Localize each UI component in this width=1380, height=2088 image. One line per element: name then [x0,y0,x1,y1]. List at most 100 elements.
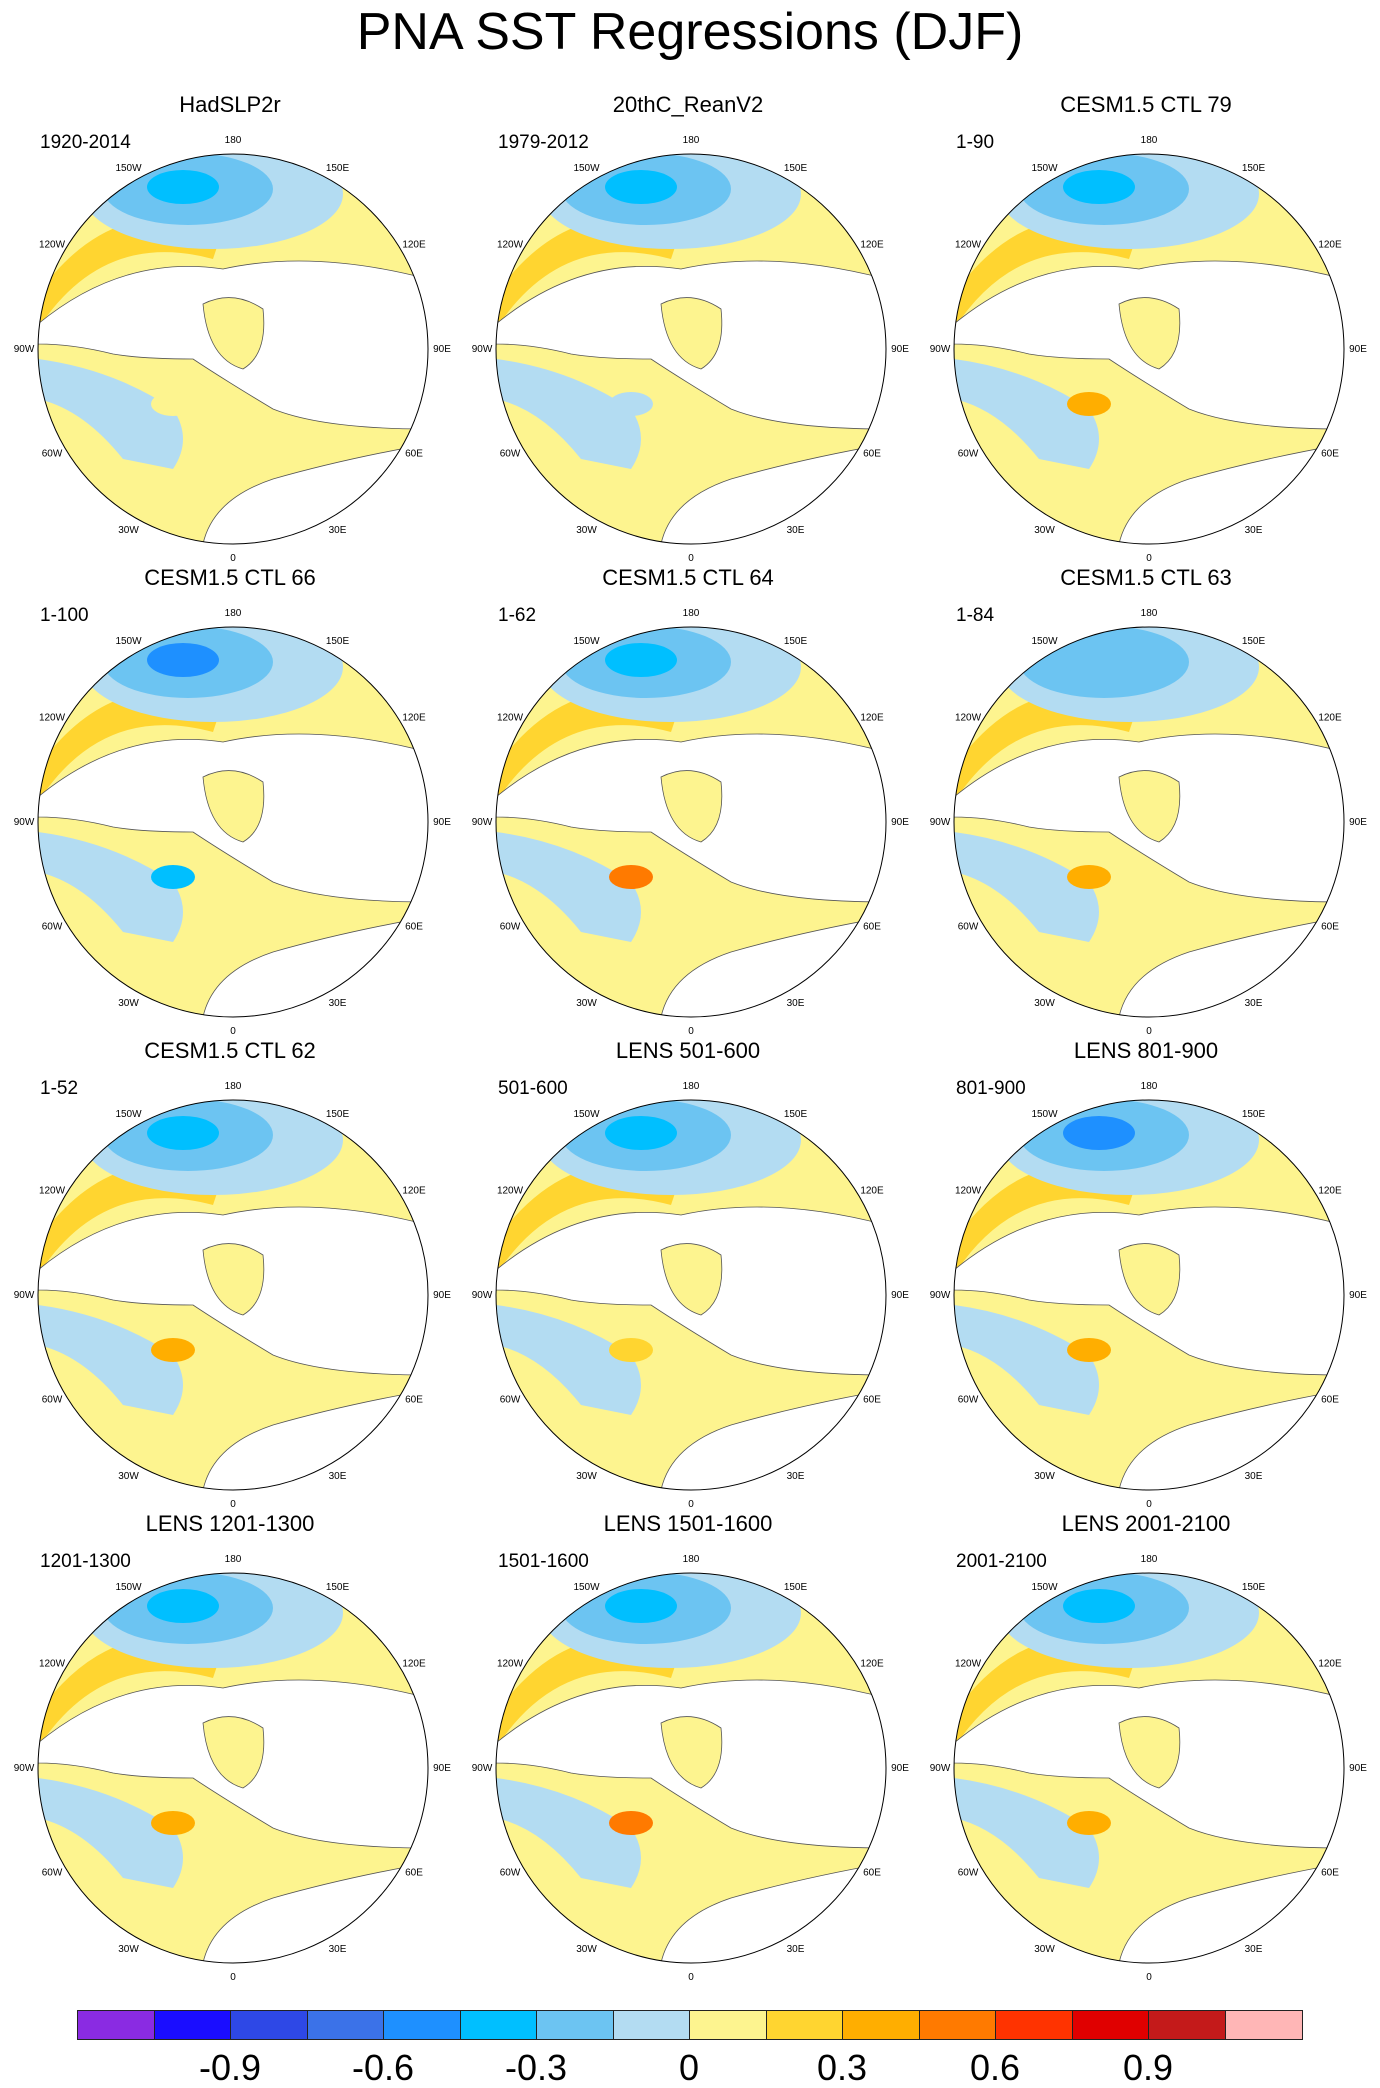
atlantic-cool-band [496,359,641,469]
longitude-label: 60E [405,1395,423,1406]
panel-title: LENS 1201-1300 [145,1511,315,1536]
longitude-label: 120E [402,713,426,724]
colorbar-swatch [77,2010,155,2040]
longitude-label: 120W [497,1659,524,1670]
longitude-label: 180 [683,1554,700,1565]
longitude-label: 30E [329,1944,347,1955]
pacific-anomaly-center [147,1116,219,1150]
pacific-anomaly-center [605,1116,677,1150]
longitude-label: 60E [863,1868,881,1879]
longitude-label: 120E [860,240,884,251]
map-panel: 20thC_ReanV2 1979-2012 180 150E 120E 90E 60E 30… [458,92,918,562]
longitude-label: 150W [573,1109,600,1120]
longitude-label: 30W [1034,1471,1055,1482]
longitude-label: 0 [688,1026,694,1035]
longitude-label: 120E [860,1659,884,1670]
colorbar-swatch [612,2010,691,2040]
arctic-ocean [202,770,265,843]
map-panel: LENS 801-900 801-900 180 150E 120E 90E 60E 30E 0… [916,1038,1376,1508]
colorbar-swatch [689,2010,767,2040]
longitude-label: 150E [326,163,350,174]
longitude-label: 120E [402,1186,426,1197]
panel-period: 1920-2014 [40,132,131,153]
panel-period: 1501-1600 [498,1551,589,1572]
longitude-label: 150W [573,163,600,174]
colorbar-tick-label: 0.9 [1122,2047,1174,2088]
longitude-label: 60W [958,1868,979,1879]
atlantic-cool-band [954,1778,1099,1888]
longitude-label: 90E [433,1290,451,1301]
north-atlantic-anomaly [609,1338,653,1362]
longitude-label: 60E [405,449,423,460]
longitude-label: 90E [891,1290,909,1301]
arctic-ocean [660,770,723,843]
longitude-label: 30E [1245,998,1263,1009]
longitude-label: 150W [1031,1109,1058,1120]
pacific-anomaly-center [1063,1589,1135,1623]
arctic-ocean [202,1243,265,1316]
longitude-label: 30W [118,1944,139,1955]
map-panel: CESM1.5 CTL 64 1-62 180 150E 120E 90E 60E 30E 0 3… [458,565,918,1035]
panel-period: 1-100 [40,605,89,626]
panel-period: 501-600 [498,1078,568,1099]
longitude-label: 150W [115,1582,142,1593]
panel-title: LENS 801-900 [1073,1038,1219,1063]
longitude-label: 120W [39,713,66,724]
panel-title: CESM1.5 CTL 79 [1060,92,1232,117]
longitude-label: 180 [683,608,700,619]
longitude-label: 180 [1141,135,1158,146]
map-border [953,626,1345,1018]
longitude-label: 150E [784,163,808,174]
atlantic-cool-band [38,1778,183,1888]
polar-map: 180 150E 120E 90E 60E 30E 0 30W 60W 90W 120W 150W [930,608,1368,1035]
longitude-label: 60E [1321,1868,1339,1879]
longitude-label: 120W [955,713,982,724]
north-atlantic-anomaly [1067,1811,1111,1835]
panel-title: LENS 501-600 [615,1038,761,1063]
longitude-label: 90W [472,344,493,355]
longitude-label: 90E [891,817,909,828]
colorbar-swatch [230,2010,308,2040]
longitude-label: 30E [329,998,347,1009]
map-border [37,1572,429,1964]
longitude-label: 90E [891,344,909,355]
colorbar-swatch [918,2010,997,2040]
panel-title: LENS 2001-2100 [1061,1511,1231,1536]
longitude-label: 90W [14,817,35,828]
atlantic-cool-band [38,1305,183,1415]
longitude-label: 150E [1242,1109,1266,1120]
longitude-label: 180 [683,135,700,146]
polar-map: 180 150E 120E 90E 60E 30E 0 30W 60W 90W 120W 150W [14,135,452,562]
map-panel: LENS 501-600 501-600 180 150E 120E 90E 60E 30E 0… [458,1038,918,1508]
longitude-label: 30E [1245,525,1263,536]
longitude-label: 90E [433,817,451,828]
panel-title: CESM1.5 CTL 63 [1060,565,1232,590]
longitude-label: 60W [500,922,521,933]
longitude-label: 60W [500,1395,521,1406]
polar-map: 180 150E 120E 90E 60E 30E 0 30W 60W 90W 120W 150W [930,1081,1368,1508]
longitude-label: 150E [326,1582,350,1593]
north-atlantic-anomaly [609,1811,653,1835]
colorbar-tick-label: -0.3 [504,2047,568,2088]
longitude-label: 90E [1349,817,1367,828]
map-border [953,153,1345,545]
longitude-label: 180 [1141,1081,1158,1092]
pacific-anomaly-center [147,170,219,204]
longitude-label: 60E [1321,922,1339,933]
colorbar-swatch [153,2010,232,2040]
longitude-label: 120E [860,1186,884,1197]
longitude-label: 0 [230,1026,236,1035]
longitude-label: 60E [863,922,881,933]
longitude-label: 30E [787,525,805,536]
colorbar-swatch [1148,2010,1226,2040]
north-atlantic-anomaly [609,865,653,889]
longitude-label: 60W [500,1868,521,1879]
longitude-label: 120W [497,713,524,724]
longitude-label: 60W [42,449,63,460]
pacific-anomaly-center [605,170,677,204]
colorbar-swatch [536,2010,614,2040]
longitude-label: 60E [405,922,423,933]
map-panel: LENS 2001-2100 2001-2100 180 150E 120E 90E 60E… [916,1511,1376,1981]
longitude-label: 0 [1146,553,1152,562]
longitude-label: 120E [1318,240,1342,251]
